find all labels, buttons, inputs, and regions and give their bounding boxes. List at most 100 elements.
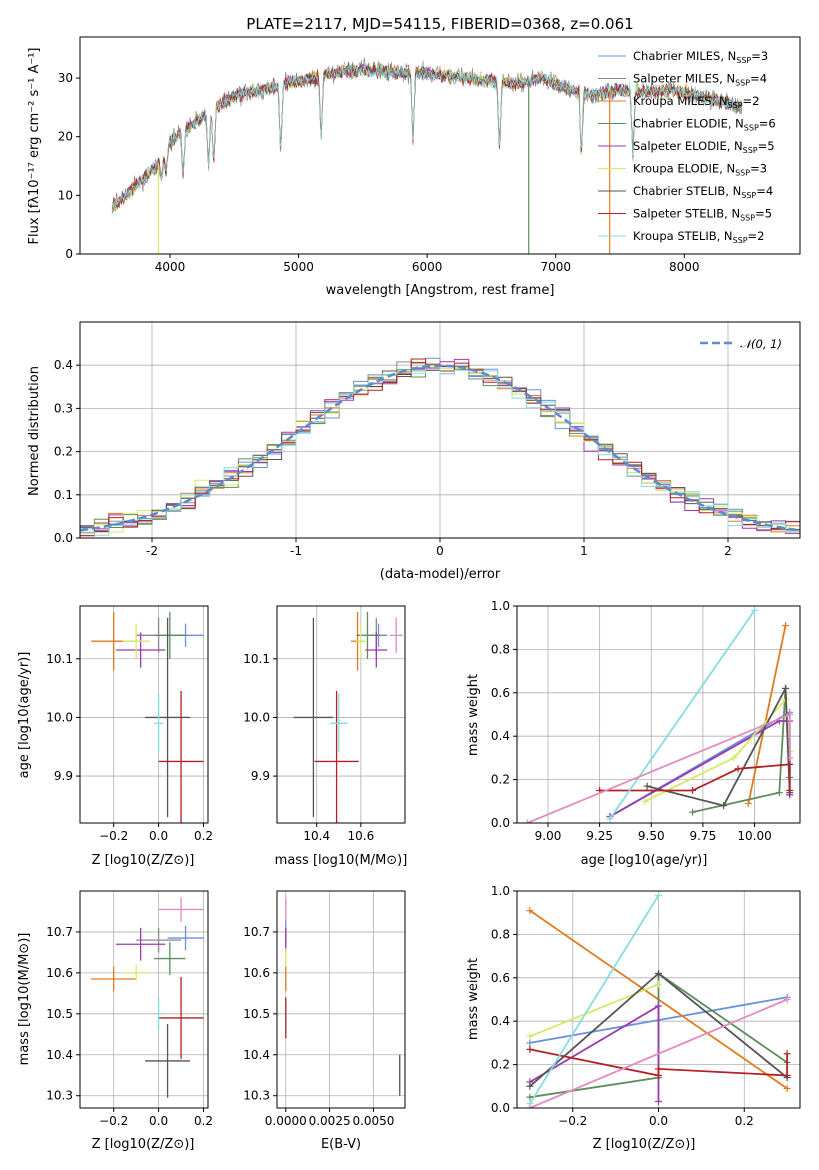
x-tick-label: 10.6	[348, 829, 375, 843]
age-Z-xlabel: Z [log10(Z/Z⊙)]	[92, 853, 195, 868]
spectrum-xlabel: wavelength [Angstrom, rest frame]	[326, 283, 555, 298]
y-tick-label: 0.4	[491, 1014, 510, 1028]
weight-vs-age-plot: 9.00 9.25 9.50 9.75 10.00 0.0 0.2 0.4 0.6 0.8 1.0	[491, 599, 801, 843]
y-tick-label: 1.0	[491, 884, 510, 898]
x-tick-label: 7000	[540, 260, 571, 274]
legend-text: =3	[751, 49, 768, 63]
y-tick-label: 10.4	[243, 1048, 270, 1062]
y-tick-label: 10.1	[46, 652, 73, 666]
axes-frame	[276, 605, 406, 824]
y-tick-label: 20	[58, 130, 73, 144]
x-tick-label: -1	[290, 544, 302, 558]
legend-subscript: SSP	[740, 214, 755, 223]
y-tick-label: 10.1	[243, 652, 270, 666]
y-tick-label: 0.0	[491, 1101, 510, 1115]
y-tick-label: 10.6	[243, 966, 270, 980]
age-mass-xlabel: mass [log10(M/M⊙)]	[275, 853, 408, 868]
legend-label: Salpeter ELODIE, NSSP=5	[633, 139, 775, 155]
legend-subscript: SSP	[741, 191, 756, 200]
mass-vs-extinction-plot: 0.0000 0.0025 0.0050 10.3 10.4 10.5 10.6 10.7	[243, 890, 406, 1128]
x-tick-label: 0.2	[735, 1114, 754, 1128]
y-tick-label: 10.4	[46, 1048, 73, 1062]
axes-frame	[79, 890, 209, 1109]
y-tick-label: 10.0	[46, 710, 73, 724]
x-tick-label: 1	[580, 544, 588, 558]
legend-subscript: SSP	[736, 56, 751, 65]
mass-vs-metallicity-plot: −0.2 0.0 0.2 10.3 10.4 10.5 10.6 10.7	[46, 890, 213, 1128]
y-tick-label: 10.7	[46, 925, 73, 939]
legend-label: Kroupa STELIB, NSSP=2	[633, 229, 764, 245]
legend-label: Chabrier ELODIE, NSSP=6	[633, 117, 776, 133]
y-tick-label: 0.0	[491, 816, 510, 830]
legend-subscript: SSP	[735, 79, 750, 88]
legend-subscript: SSP	[733, 236, 748, 245]
legend-text: Salpeter ELODIE, N	[633, 139, 743, 153]
legend-label: 𝒩(0, 1)	[740, 337, 782, 351]
weight-vs-metallicity-plot: −0.2 0.0 0.2 0.0 0.2 0.4 0.6 0.8 1.0	[491, 884, 801, 1128]
legend-text: Chabrier MILES, N	[633, 49, 736, 63]
x-tick-label: 0	[436, 544, 444, 558]
age-vs-mass-plot: 10.4 10.6 9.9 10.0 10.1	[243, 605, 406, 843]
plot-area	[293, 611, 403, 823]
legend-label: Salpeter STELIB, NSSP=5	[633, 207, 772, 223]
x-tick-label: 9.25	[586, 829, 613, 843]
y-tick-label: 0	[65, 247, 73, 261]
x-tick-label: 0.0	[149, 1114, 168, 1128]
legend-label: Kroupa MILES, NSSP=2	[633, 94, 759, 110]
legend-text: =5	[755, 207, 772, 221]
w-age-ylabel: mass weight	[466, 674, 481, 756]
plot-area	[80, 357, 800, 537]
legend-subscript: SSP	[735, 169, 750, 178]
legend: 𝒩(0, 1)	[700, 337, 782, 351]
x-tick-label: 8000	[669, 260, 700, 274]
y-tick-label: 0.2	[54, 445, 73, 459]
x-tick-label: 0.0	[149, 829, 168, 843]
x-tick-label: 0.0	[649, 1114, 668, 1128]
y-tick-label: 10.0	[243, 710, 270, 724]
y-tick-label: 0.3	[54, 401, 73, 415]
x-tick-label: -2	[146, 544, 158, 558]
legend-label: Chabrier STELIB, NSSP=4	[633, 184, 773, 200]
spectrum-title: PLATE=2117, MJD=54115, FIBERID=0368, z=0…	[246, 15, 633, 33]
w-Z-xlabel: Z [log10(Z/Z⊙)]	[593, 1137, 696, 1152]
weight-series-line	[529, 983, 659, 1038]
spectrum-ylabel: Flux [fλ10⁻¹⁷ erg cm⁻² s⁻¹ A⁻¹]	[27, 48, 42, 245]
legend-text: =2	[748, 229, 765, 243]
weight-series-line	[609, 609, 756, 820]
mass-Z-xlabel: Z [log10(Z/Z⊙)]	[92, 1137, 195, 1152]
y-tick-label: 10.3	[46, 1089, 73, 1103]
y-tick-label: 0.4	[54, 358, 73, 372]
legend-text: =5	[758, 139, 775, 153]
y-tick-label: 0.2	[491, 773, 510, 787]
plot-area	[526, 891, 791, 1108]
mass-Z-ylabel: mass [log10(M/M⊙)]	[17, 933, 32, 1066]
w-age-xlabel: age [log10(age/yr)]	[581, 853, 708, 868]
legend-text: =2	[743, 94, 760, 108]
plot-area	[111, 57, 742, 254]
histogram-series	[80, 364, 800, 536]
legend-text: Kroupa ELODIE, N	[633, 162, 735, 176]
y-tick-label: 0.4	[491, 729, 510, 743]
y-tick-label: 30	[58, 71, 73, 85]
residual-histogram-plot: -2 -1 0 1 2 0.0 0.1 0.2 0.3 0.4 𝒩(0, 1)	[54, 321, 801, 558]
x-tick-label: 0.0050	[352, 1114, 394, 1128]
x-tick-label: −0.2	[99, 829, 128, 843]
axes-frame	[79, 605, 209, 824]
axes-frame	[276, 890, 406, 1109]
x-tick-label: 9.00	[535, 829, 562, 843]
legend-text: Chabrier STELIB, N	[633, 184, 741, 198]
legend-label: Kroupa ELODIE, NSSP=3	[633, 162, 767, 178]
y-tick-label: 0.8	[491, 642, 510, 656]
weight-series-line	[646, 685, 791, 807]
legend-text: =4	[756, 184, 773, 198]
x-tick-label: −0.2	[99, 1114, 128, 1128]
y-tick-label: 10.6	[46, 966, 73, 980]
legend-text: Kroupa STELIB, N	[633, 229, 733, 243]
legend-label: Salpeter MILES, NSSP=4	[633, 72, 767, 88]
x-tick-label: 0.2	[194, 829, 213, 843]
y-tick-label: 0.6	[491, 971, 510, 985]
x-tick-label: 0.0000	[265, 1114, 307, 1128]
y-tick-label: 9.9	[251, 769, 270, 783]
y-tick-label: 10.3	[243, 1089, 270, 1103]
w-Z-ylabel: mass weight	[466, 958, 481, 1040]
